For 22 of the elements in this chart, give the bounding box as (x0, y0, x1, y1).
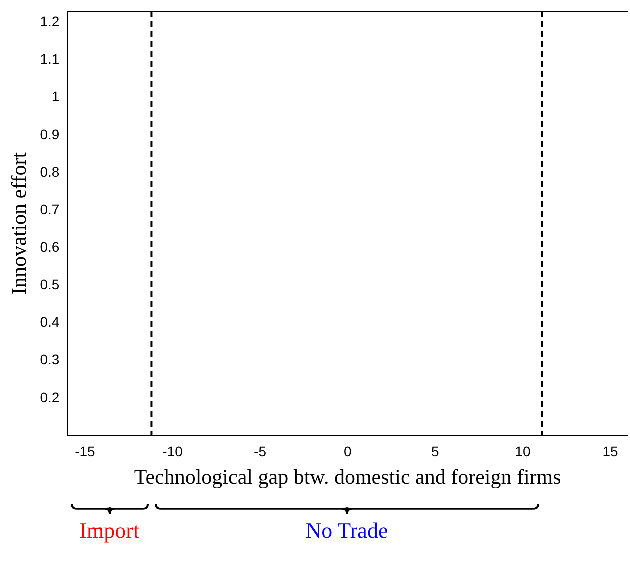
y-tick-label: 1.2 (40, 14, 60, 30)
text: No Trade (306, 518, 388, 544)
x-tick-label: 0 (344, 443, 352, 460)
y-tick-label: 1 (52, 88, 60, 105)
y-tick-label: 1.1 (40, 51, 60, 68)
x-tick-label: -10 (162, 443, 184, 460)
text: Import (80, 518, 140, 544)
x-tick-label: -15 (75, 443, 96, 460)
y-tick-label: 0.4 (40, 314, 60, 330)
y-tick-label: 0.5 (40, 276, 60, 293)
x-axis-title: Technological gap btw. domestic and foreign firms (134, 464, 562, 489)
x-tick-label: 10 (515, 443, 531, 460)
y-tick-label: 0.2 (40, 389, 60, 406)
y-tick-label: 0.7 (40, 201, 60, 218)
x-tick-label: -5 (254, 443, 267, 460)
y-tick-label: 0.6 (40, 238, 60, 255)
x-tick-label: 15 (602, 443, 618, 460)
y-tick-label: 0.9 (40, 126, 60, 142)
y-axis-title: Innovation effort (7, 152, 32, 295)
y-tick-label: 0.3 (40, 352, 60, 368)
x-tick-label: 5 (431, 443, 440, 460)
y-tick-label: 0.8 (40, 164, 60, 180)
